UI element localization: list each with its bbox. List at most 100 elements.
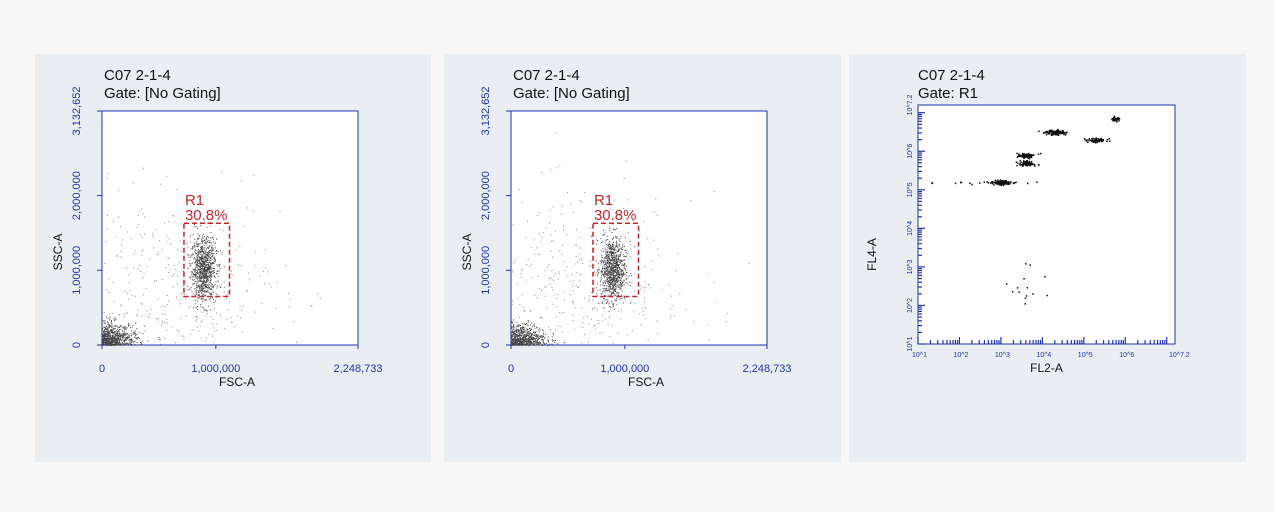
data-point — [552, 206, 554, 208]
data-point — [609, 227, 611, 229]
data-point — [111, 339, 113, 341]
data-point — [552, 340, 554, 342]
data-point — [171, 276, 173, 277]
data-point — [513, 341, 515, 343]
data-point — [645, 307, 646, 309]
data-point — [104, 340, 106, 342]
data-point — [180, 318, 182, 319]
data-point — [202, 241, 203, 243]
data-point — [612, 306, 614, 308]
data-point — [134, 333, 136, 335]
data-point — [125, 328, 127, 330]
data-point — [617, 286, 619, 288]
data-point — [191, 274, 193, 276]
data-point — [117, 344, 119, 346]
data-point — [614, 283, 616, 284]
data-point — [122, 340, 124, 342]
data-point — [126, 231, 128, 233]
data-point — [198, 259, 200, 261]
data-point — [128, 340, 130, 342]
data-point — [202, 249, 203, 251]
data-point — [535, 340, 536, 342]
data-point — [542, 330, 544, 332]
data-point — [625, 268, 627, 270]
data-point — [606, 244, 608, 246]
data-point — [619, 271, 621, 273]
data-point — [105, 340, 107, 342]
data-point — [198, 289, 200, 291]
data-point — [564, 342, 566, 343]
data-point — [105, 335, 107, 337]
data-point — [607, 290, 609, 292]
data-point — [644, 296, 646, 298]
data-point — [119, 344, 121, 345]
data-point — [605, 251, 607, 253]
x-tick-label: 10^2 — [953, 352, 968, 359]
data-point — [603, 275, 605, 277]
data-point — [613, 254, 615, 256]
data-point — [1026, 161, 1029, 163]
data-point — [206, 279, 207, 281]
data-point — [528, 341, 530, 343]
data-point — [206, 270, 208, 272]
data-point — [613, 252, 615, 254]
data-point — [713, 190, 715, 192]
data-point — [188, 254, 190, 256]
data-point — [572, 290, 574, 292]
data-point — [1004, 183, 1007, 185]
data-point — [598, 267, 600, 269]
data-point — [611, 248, 613, 250]
data-point — [1026, 154, 1029, 156]
data-point — [128, 323, 129, 324]
data-point — [107, 341, 109, 343]
data-point — [617, 270, 619, 272]
data-point — [201, 237, 203, 239]
data-point — [194, 268, 196, 270]
data-point — [619, 298, 621, 300]
data-point — [204, 280, 205, 282]
data-point — [204, 290, 206, 292]
data-point — [616, 255, 618, 257]
data-point — [1118, 117, 1120, 120]
data-point — [197, 244, 199, 246]
data-point — [545, 227, 547, 229]
data-point — [521, 343, 523, 345]
data-point — [610, 282, 612, 284]
data-point — [197, 233, 199, 235]
data-point — [112, 312, 114, 314]
data-point — [103, 339, 105, 341]
data-point — [159, 343, 161, 345]
data-point — [603, 270, 605, 272]
data-point — [218, 265, 220, 267]
facs-plot-fsc-ssc-2: C07 2-1-4 Gate: [No Gating] R1 30.8% 0 1,000,… — [444, 54, 841, 462]
data-point — [617, 268, 618, 270]
data-point — [121, 336, 123, 338]
data-point — [200, 259, 202, 261]
data-point — [192, 246, 194, 248]
data-point — [201, 239, 203, 241]
data-point — [520, 331, 522, 333]
data-point — [748, 263, 750, 265]
data-point — [110, 334, 112, 336]
data-point — [512, 325, 514, 327]
data-point — [617, 276, 619, 278]
data-point — [601, 271, 603, 273]
data-point — [606, 280, 607, 282]
data-point — [542, 232, 544, 233]
data-point — [201, 289, 203, 290]
data-point — [600, 238, 602, 240]
data-point — [205, 295, 206, 297]
data-point — [540, 344, 541, 346]
data-point — [108, 344, 110, 346]
data-point — [213, 259, 215, 261]
data-point — [126, 334, 128, 336]
data-point — [109, 325, 111, 327]
data-point — [533, 341, 535, 343]
data-point — [547, 341, 549, 343]
data-point — [512, 269, 514, 271]
data-point — [619, 281, 621, 283]
data-point — [614, 269, 616, 270]
data-point — [615, 268, 617, 270]
data-point — [1118, 120, 1120, 122]
data-point — [535, 332, 536, 333]
